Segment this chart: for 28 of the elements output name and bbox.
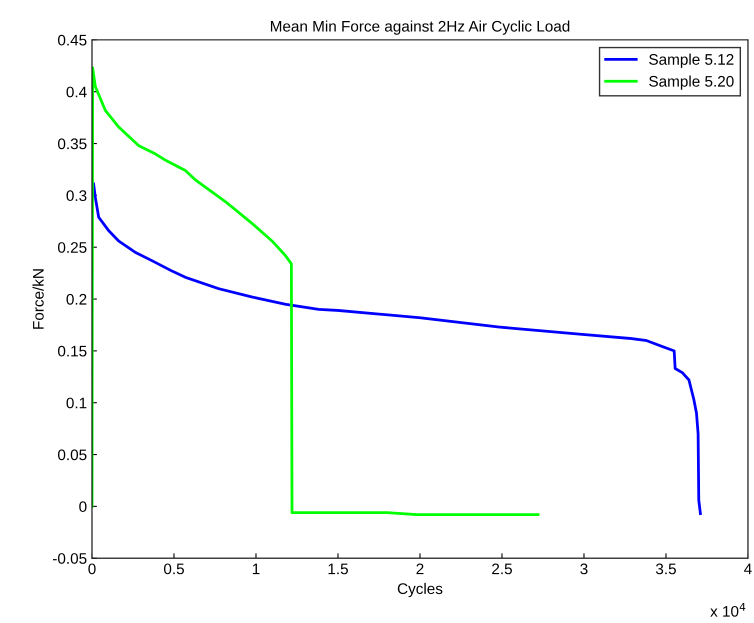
legend-label: Sample 5.12 <box>649 54 734 68</box>
y-tick-label: 0.05 <box>58 449 86 460</box>
x-axis-title: Cycles <box>398 582 442 598</box>
line-series <box>92 182 702 516</box>
y-tick-label: 0.45 <box>58 34 86 46</box>
y-tick-label: 0.35 <box>58 138 86 150</box>
y-tick-label: -0.05 <box>52 553 86 564</box>
chart-title: Mean Min Force against 2Hz Air Cyclic Load <box>270 20 570 35</box>
x-tick-label: 1 <box>252 564 260 574</box>
line-series <box>92 66 540 516</box>
y-tick-label: 0.3 <box>66 190 86 202</box>
x-tick-label: 3 <box>580 563 588 574</box>
text: x 10$^{4}$ <box>710 602 746 617</box>
x-tick-label: 2.5 <box>492 563 512 574</box>
x-tick-label: 3.5 <box>656 563 676 574</box>
y-tick-label: 0.4 <box>66 86 87 98</box>
x-tick-label: 4 <box>744 564 752 574</box>
y-tick-label: 0.25 <box>58 242 86 253</box>
legend-label: Sample 5.20 <box>649 76 734 90</box>
y-axis-title: Force/kN <box>32 269 44 329</box>
x-tick-label: 0 <box>88 563 96 574</box>
y-tick-label: 0.2 <box>66 294 86 305</box>
y-tick-label: 0.15 <box>58 346 86 357</box>
x-tick-label: 1.5 <box>328 564 348 574</box>
y-tick-label: 0 <box>79 501 87 512</box>
x-tick-label: 2 <box>416 563 424 574</box>
x-tick-label: 0.5 <box>164 563 184 574</box>
y-tick-label: 0.1 <box>66 398 86 408</box>
